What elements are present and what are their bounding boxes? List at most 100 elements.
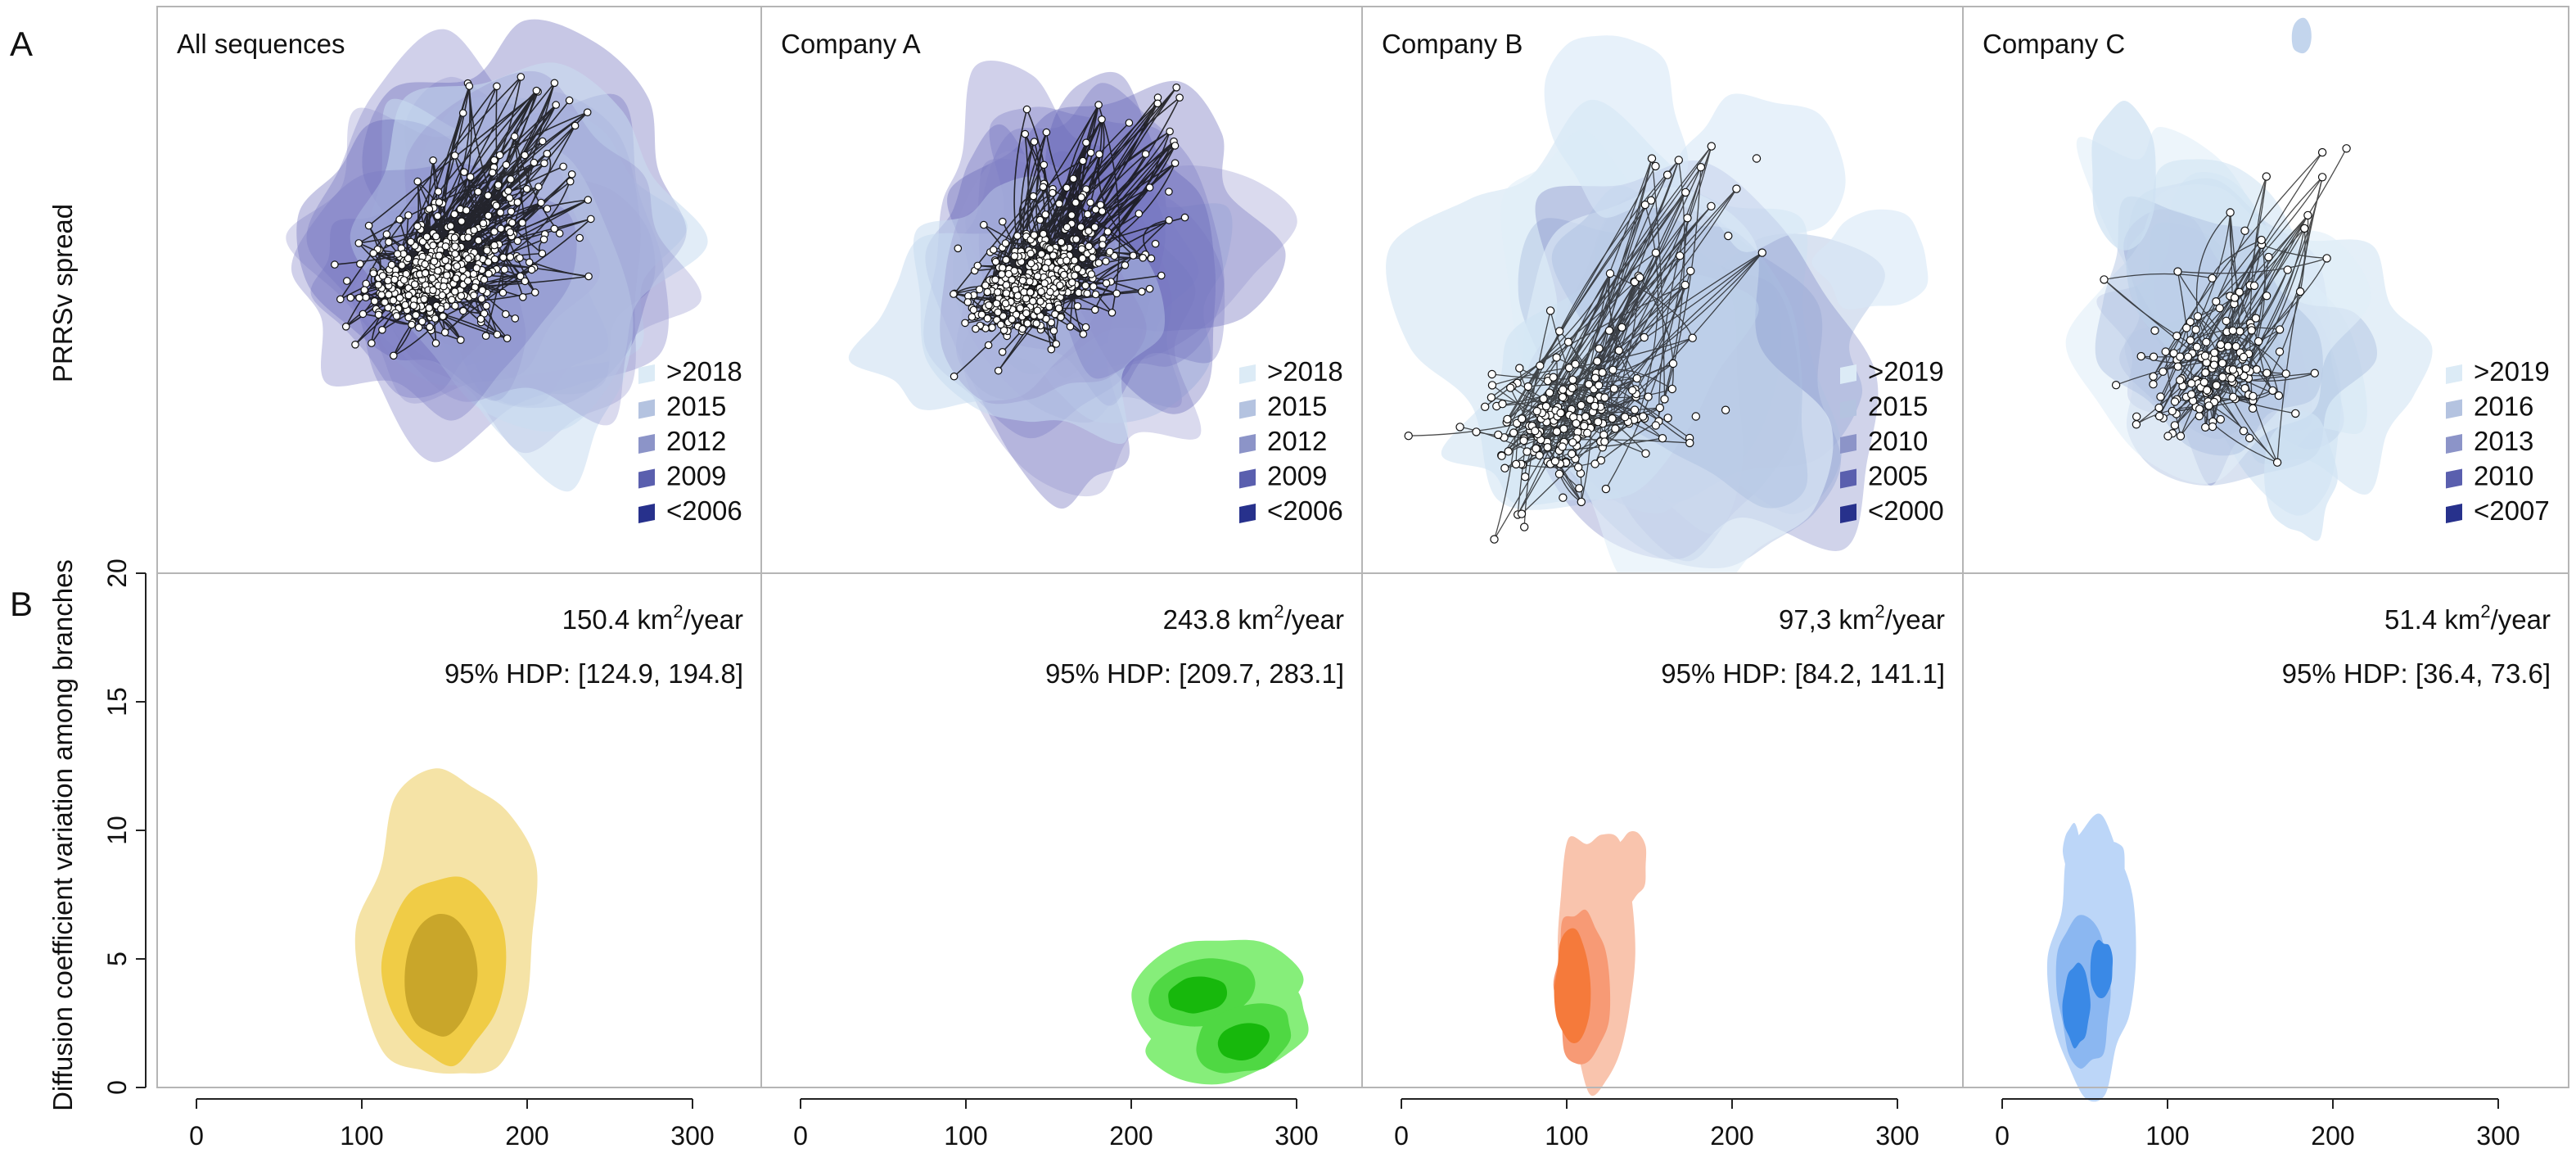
network-node [1016,304,1025,313]
network-node [1667,384,1677,394]
network-node [464,255,472,263]
network-node [1517,509,1527,518]
network-node [451,250,459,258]
legend-label: 2010 [1868,426,1928,456]
network-node [1145,284,1154,293]
x-tick-label: 100 [340,1121,383,1151]
network-node [584,196,593,204]
network-node [431,339,440,347]
network-node [2218,373,2227,382]
network-node [1595,344,1604,353]
network-edge [1493,252,1657,540]
network-node [1071,198,1080,207]
network-node [374,280,382,289]
network-node [550,224,558,233]
network-node [1165,188,1173,196]
network-node [1049,327,1058,335]
network-node [2201,368,2210,378]
network-node [508,219,517,227]
network-node [404,313,413,322]
network-node [968,313,977,321]
network-node [1685,438,1694,448]
network-edge [1663,167,1702,400]
network-node [1004,269,1013,278]
network-node [404,254,413,263]
network-node [1724,231,1733,241]
diffusion-unit-suffix: /year [1885,604,1945,635]
network-node [1593,418,1603,427]
diffusion-coefficient: 51.4 km2/year [2384,601,2551,635]
network-node [409,301,418,310]
network-node [1001,239,1010,247]
network-edge [1521,252,1763,515]
diffusion-unit-sup: 2 [673,601,683,622]
map-title: Company B [1382,29,1523,59]
network-node [1487,369,1496,379]
network-node [538,137,547,146]
network-node [1532,444,1541,454]
network-edge [516,255,589,278]
network-node [973,261,982,270]
network-node [490,228,499,236]
network-node [530,288,539,296]
network-node [1535,450,1544,460]
network-nodes [950,84,1189,381]
network-node [511,314,520,323]
network-edge [2158,239,2262,409]
network-node [422,233,431,241]
network-node [1554,327,1564,336]
network-nodes [331,73,595,360]
network-node [2249,391,2258,400]
network-node [1531,427,1540,436]
network-node [977,310,986,319]
network-edge [1506,200,1652,420]
row-a-letter: A [10,25,33,63]
network-node [521,277,530,286]
network-node [2199,378,2208,387]
network-node [1008,315,1017,323]
network-node [392,312,401,320]
network-node [1047,345,1056,354]
network-node [1552,353,1561,362]
network-edge [1602,277,1640,448]
network-node [1091,206,1100,214]
network-node [369,269,377,278]
legend-swatch [1840,434,1856,454]
x-tick-label: 0 [189,1121,204,1151]
network-node [1071,271,1079,280]
network-node [2235,327,2244,336]
network-node [1663,414,1672,423]
network-node [2342,144,2351,153]
legend-swatch [2446,504,2462,523]
network-node [969,305,978,314]
network-edge [1493,423,1518,540]
network-node [566,177,575,186]
network-node [496,208,505,217]
network-node [362,293,370,301]
network-node [368,339,376,347]
network-node [2170,421,2180,430]
network-node [451,242,459,251]
network-node [452,274,460,283]
diffusion-unit: km [1831,604,1874,635]
network-edge [2208,215,2308,392]
network-node [1121,260,1130,269]
network-node [1519,436,1528,445]
network-edge [1613,368,1673,390]
network-node [482,301,490,310]
network-node [408,320,416,329]
network-node [1503,414,1512,424]
network-node [2159,367,2168,376]
network-edge [392,85,498,301]
network-node [1549,373,1558,382]
network-node [1022,309,1031,318]
network-node [417,317,426,326]
network-edge [2104,273,2213,281]
network-node [493,82,501,91]
network-node [543,149,552,158]
network-node [433,211,442,220]
network-node [2239,352,2249,362]
network-node [1732,184,1741,193]
legend-label: 2015 [666,391,726,422]
network-node [513,237,522,246]
